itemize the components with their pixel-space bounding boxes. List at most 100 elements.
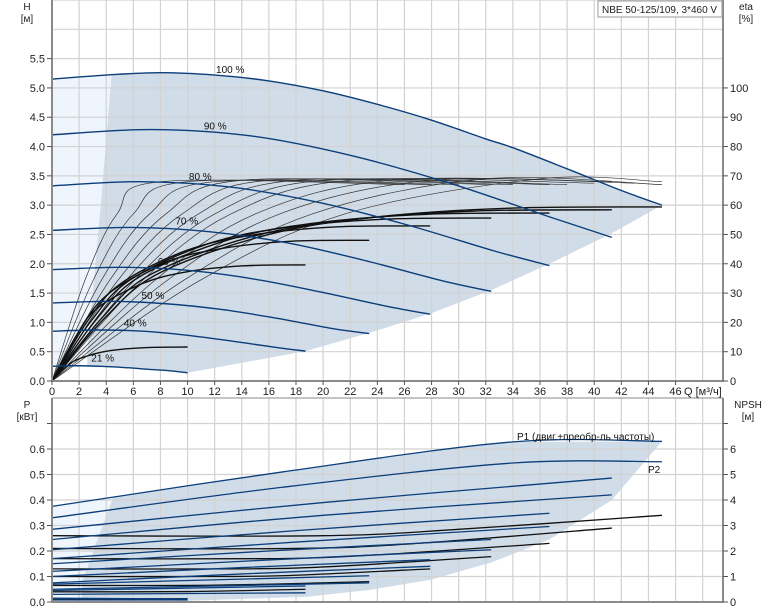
speed-label: 70 % bbox=[175, 216, 198, 227]
x-tick-label: 4 bbox=[103, 386, 109, 398]
npsh-curve bbox=[51, 555, 492, 570]
title-box bbox=[597, 0, 723, 18]
y2-tick-label: 70 bbox=[730, 171, 742, 183]
eta-pump-curve bbox=[51, 178, 635, 382]
x-tick-label: 44 bbox=[642, 386, 654, 398]
x-tick-label: 2 bbox=[76, 386, 82, 398]
speed-label: 80 % bbox=[189, 172, 212, 183]
p-tick-label: 0.6 bbox=[30, 444, 45, 456]
p-tick-label: 0.3 bbox=[30, 521, 45, 533]
y-tick-label: 0.0 bbox=[30, 376, 45, 388]
speed-label: 90 % bbox=[204, 121, 227, 132]
x-tick-label: 28 bbox=[425, 386, 437, 398]
chart-title: NBE 50-125/109, 3*460 V bbox=[602, 5, 717, 16]
y2-tick-label: 50 bbox=[730, 229, 742, 241]
y2-axis-label-eta: eta bbox=[739, 2, 753, 13]
x-tick-label: 10 bbox=[181, 386, 193, 398]
p2-curve bbox=[51, 494, 612, 541]
y-tick-label: 3.5 bbox=[30, 171, 45, 183]
eta-total-curve bbox=[51, 264, 306, 382]
npsh-curve bbox=[51, 568, 431, 578]
npsh-tick-label: 4 bbox=[730, 495, 736, 507]
p-tick-label: 0.5 bbox=[30, 470, 45, 482]
y-tick-label: 1.5 bbox=[30, 288, 45, 300]
p1-curve bbox=[51, 477, 612, 530]
y2-tick-label: 80 bbox=[730, 142, 742, 154]
eta-pump-curve bbox=[51, 178, 492, 382]
y-tick-label: 5.0 bbox=[30, 83, 45, 95]
npsh-tick-label: 5 bbox=[730, 470, 736, 482]
speed-label: 60 % bbox=[158, 257, 181, 268]
x-tick-label: 40 bbox=[588, 386, 600, 398]
curves: 100 % 90 % 80 % 70 % 60 % 50 % 40 % 21 % bbox=[51, 0, 724, 603]
head-curve bbox=[51, 226, 492, 293]
x-axis-label: Q [м³/ч] bbox=[684, 386, 722, 398]
p-tick-label: 0.1 bbox=[30, 572, 45, 584]
x-tick-label: 20 bbox=[317, 386, 329, 398]
p1-curve bbox=[51, 438, 663, 508]
npsh-curve bbox=[51, 588, 306, 593]
top-plot-frame bbox=[51, 0, 724, 382]
npsh-tick-label: 3 bbox=[730, 521, 736, 533]
x-tick-label: 34 bbox=[507, 386, 519, 398]
x-tick-label: 14 bbox=[236, 386, 248, 398]
y-tick-label: 4.5 bbox=[30, 112, 45, 124]
y-tick-label: 1.0 bbox=[30, 317, 45, 329]
p2-curve bbox=[51, 592, 306, 595]
y-axis-label-p: P bbox=[24, 400, 31, 411]
x-tick-label: 16 bbox=[263, 386, 275, 398]
p1-curve bbox=[51, 538, 492, 565]
x-tick-label: 18 bbox=[290, 386, 302, 398]
y2-axis-unit-eta: [%] bbox=[739, 14, 754, 25]
speed-label: 50 % bbox=[141, 291, 164, 302]
x-tick-label: 46 bbox=[669, 386, 681, 398]
p2-curve bbox=[51, 525, 550, 560]
p2-curve bbox=[51, 460, 663, 519]
p2-curve bbox=[51, 565, 431, 584]
y2-tick-label: 20 bbox=[730, 317, 742, 329]
npsh-tick-label: 1 bbox=[730, 572, 736, 584]
p1-curve bbox=[51, 575, 370, 585]
eta-total-curve bbox=[51, 346, 188, 382]
p2-curve bbox=[51, 549, 492, 573]
speed-label: 40 % bbox=[124, 318, 147, 329]
head-curve bbox=[51, 266, 431, 315]
y2-axis-unit-npsh: [м] bbox=[742, 412, 755, 423]
x-tick-label: 36 bbox=[534, 386, 546, 398]
y2-tick-label: 10 bbox=[730, 347, 742, 359]
p1-curve bbox=[51, 512, 550, 551]
head-curve bbox=[51, 329, 306, 352]
eta-pump-curve bbox=[51, 179, 459, 382]
y-tick-label: 2.5 bbox=[30, 229, 45, 241]
x-tick-label: 32 bbox=[480, 386, 492, 398]
head-curve bbox=[51, 128, 613, 239]
p2-curve bbox=[51, 582, 370, 590]
y-tick-label: 5.5 bbox=[30, 54, 45, 66]
x-tick-label: 38 bbox=[561, 386, 573, 398]
p-tick-label: 0.4 bbox=[30, 495, 45, 507]
power-range bbox=[81, 441, 663, 601]
x-tick-label: 22 bbox=[344, 386, 356, 398]
npsh-tick-label: 6 bbox=[730, 444, 736, 456]
head-curve bbox=[51, 365, 188, 374]
eta-total-curve bbox=[51, 212, 550, 382]
y-axis-unit-h: [м] bbox=[21, 14, 34, 25]
y-tick-label: 2.0 bbox=[30, 259, 45, 271]
head-curve bbox=[51, 300, 370, 335]
x-tick-label: 0 bbox=[49, 386, 55, 398]
speed-label: 21 % bbox=[91, 354, 114, 365]
eta-total-curve bbox=[51, 225, 431, 382]
npsh-curve bbox=[51, 580, 370, 587]
p1-curve bbox=[51, 559, 431, 578]
p1-curve bbox=[51, 597, 188, 600]
operating-range bbox=[87, 72, 662, 373]
eta-pump-curve bbox=[51, 176, 663, 382]
y-tick-label: 4.0 bbox=[30, 142, 45, 154]
y-tick-label: 0.5 bbox=[30, 347, 45, 359]
x-tick-label: 26 bbox=[398, 386, 410, 398]
head-curve bbox=[51, 181, 550, 267]
x-tick-label: 42 bbox=[615, 386, 627, 398]
head-curve bbox=[51, 71, 663, 206]
y-axis-label-h: H bbox=[23, 2, 30, 13]
